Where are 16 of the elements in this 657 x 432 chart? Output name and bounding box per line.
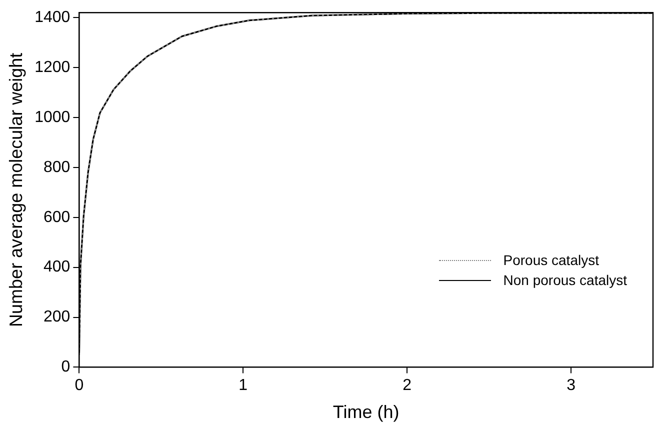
x-tick-label: 1 <box>238 377 248 394</box>
y-axis-title: Number average molecular weight <box>6 52 26 327</box>
y-tick-label: 800 <box>43 158 70 176</box>
x-tick-label: 2 <box>402 377 412 394</box>
legend-label: Non porous catalyst <box>503 272 627 288</box>
y-tick-label: 600 <box>43 208 70 226</box>
legend-label: Porous catalyst <box>503 252 599 268</box>
x-tick-label: 3 <box>566 377 576 394</box>
x-tick-label: 0 <box>74 377 84 394</box>
y-tick-label: 200 <box>43 308 70 326</box>
y-tick-label: 0 <box>61 358 70 376</box>
y-tick-label: 1000 <box>34 108 70 126</box>
y-tick-label: 400 <box>43 258 70 276</box>
x-axis-title: Time (h) <box>332 402 400 422</box>
y-tick-label: 1400 <box>34 9 70 26</box>
y-tick-label: 1200 <box>34 58 70 76</box>
